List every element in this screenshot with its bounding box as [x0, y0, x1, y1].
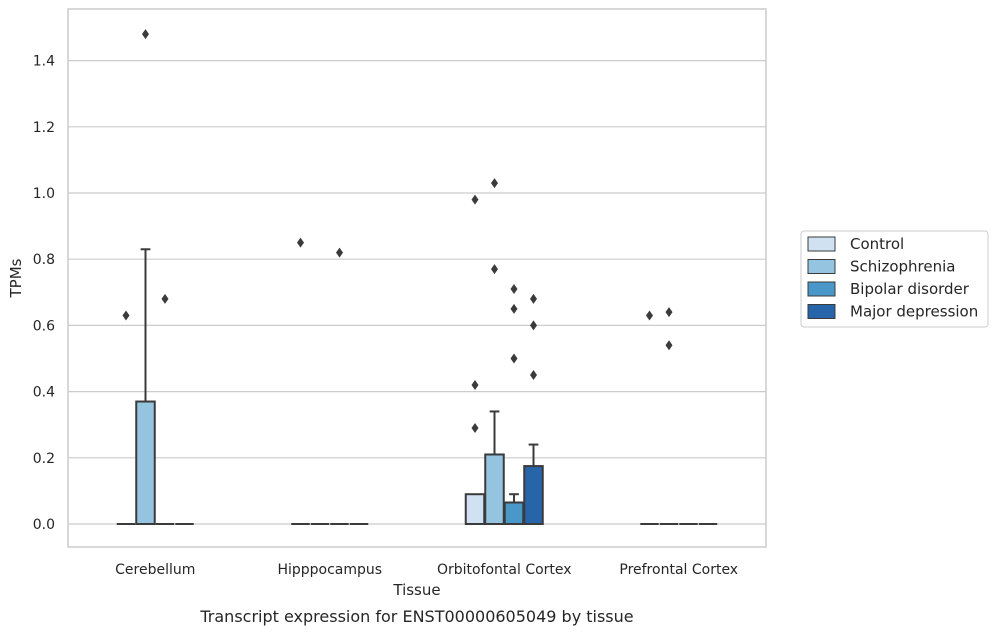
y-tick-label: 0.6	[33, 318, 55, 334]
outlier-point	[491, 264, 498, 275]
y-tick-label: 1.0	[33, 186, 55, 202]
outlier-point	[122, 310, 130, 321]
legend-label: Control	[850, 235, 904, 253]
legend-label: Major depression	[850, 303, 978, 321]
outlier-point	[336, 247, 343, 258]
outlier-point	[510, 283, 518, 294]
legend: Control Schizophrenia Bipolar disorder Majo…	[800, 230, 989, 328]
legend-swatch	[807, 236, 836, 252]
box-2-1	[484, 178, 505, 525]
outlier-point	[471, 194, 479, 205]
box-3-0	[640, 310, 659, 525]
x-axis-title: Tissue	[392, 581, 440, 599]
box-body	[464, 493, 486, 525]
legend-swatch	[807, 281, 836, 297]
legend-swatch	[807, 304, 836, 319]
box-body	[523, 465, 544, 526]
outlier-point	[161, 293, 169, 304]
boxes	[116, 29, 718, 526]
outlier-point	[665, 307, 673, 318]
x-tick-label: Prefrontal Cortex	[619, 562, 738, 578]
y-tick-label: 0.2	[33, 451, 55, 467]
outlier-point	[471, 423, 479, 434]
y-tick-label: 1.4	[33, 54, 55, 70]
y-tick-label: 1.2	[33, 120, 55, 136]
outlier-point	[530, 293, 537, 304]
legend-label: Schizophrenia	[850, 258, 955, 276]
outlier-point	[471, 379, 479, 390]
box-body	[484, 453, 505, 525]
y-axis-ticks: 0.0 0.2 0.4 0.6 0.8 1.0 1.2 1.4	[33, 54, 55, 533]
outlier-point	[510, 303, 518, 314]
x-axis-ticks: Cerebellum Hipppocampus Orbitofontal Corte…	[115, 562, 738, 578]
legend-swatch	[807, 259, 836, 274]
box-2-3	[523, 293, 544, 526]
x-tick-label: Cerebellum	[115, 562, 195, 578]
legend-items: Control Schizophrenia Bipolar disorder Majo…	[807, 235, 978, 321]
box-body	[503, 501, 525, 525]
outlier-point	[510, 353, 518, 364]
box-body	[135, 400, 156, 525]
outlier-point	[530, 320, 537, 331]
legend-frame	[800, 230, 989, 328]
box-2-0	[464, 194, 486, 525]
outlier-point	[665, 340, 673, 351]
outlier-point	[491, 178, 498, 189]
outlier-point	[297, 237, 304, 248]
x-tick-label: Orbitofontal Cortex	[437, 562, 572, 578]
box-0-1	[135, 29, 156, 525]
y-axis-title: TPMs	[7, 258, 25, 298]
box-0-2	[155, 293, 175, 525]
y-tick-label: 0.8	[33, 252, 55, 268]
legend-label: Bipolar disorder	[850, 280, 970, 298]
box-2-2	[503, 283, 525, 525]
outlier-point	[142, 29, 149, 40]
box-0-0	[116, 310, 136, 525]
box-3-1	[659, 307, 679, 525]
gridlines	[68, 59, 766, 525]
chart-caption: Transcript expression for ENST0000060504…	[199, 607, 633, 626]
y-tick-label: 0.4	[33, 385, 55, 401]
plot-frame	[67, 8, 767, 548]
outlier-point	[646, 310, 653, 321]
box-1-0	[291, 237, 310, 525]
x-tick-label: Hipppocampus	[277, 562, 382, 578]
box-1-2	[330, 247, 349, 525]
y-tick-label: 0.0	[33, 517, 55, 533]
outlier-point	[530, 370, 537, 381]
